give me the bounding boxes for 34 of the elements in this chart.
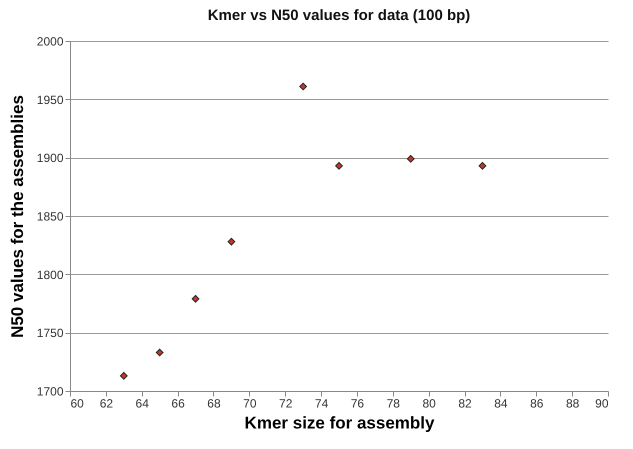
- x-tick-label: 62: [100, 396, 114, 410]
- point: [335, 162, 343, 170]
- x-axis-title: Kmer size for assembly: [244, 414, 436, 432]
- x-tick-label: 88: [566, 396, 580, 410]
- y-tick-label: 1750: [36, 326, 64, 340]
- x-tick-label: 86: [530, 396, 544, 410]
- y-axis-title: N50 values for the assemblies: [8, 95, 27, 338]
- x-tick-label: 80: [422, 396, 436, 410]
- x-tick-label: 74: [314, 396, 329, 410]
- chart-title: Kmer vs N50 values for data (100 bp): [208, 7, 470, 24]
- x-tick-label: 70: [243, 396, 257, 410]
- point: [192, 294, 200, 303]
- point: [299, 82, 307, 90]
- point: [478, 162, 486, 170]
- x-tick-label: 64: [136, 396, 150, 410]
- x-tick-label: 90: [595, 396, 609, 410]
- y-tick-label: 1700: [36, 384, 64, 398]
- point: [156, 348, 164, 356]
- point: [406, 154, 415, 163]
- y-tick-label: 1950: [36, 92, 64, 107]
- point: [120, 372, 128, 380]
- y-tick-label: 1900: [36, 151, 64, 166]
- x-tick-label: 84: [494, 396, 508, 410]
- x-tick-label: 66: [171, 396, 186, 410]
- point: [228, 238, 236, 246]
- x-tick-label: 82: [458, 396, 472, 410]
- y-tick-label: 1800: [36, 268, 64, 282]
- x-tick-label: 76: [350, 396, 364, 410]
- x-tick-label: 72: [279, 396, 293, 410]
- x-tick-label: 68: [207, 396, 221, 410]
- x-tick-label: 78: [386, 396, 400, 410]
- y-tick-label: 1850: [36, 210, 64, 224]
- x-tick-label: 60: [70, 396, 84, 410]
- y-tick-label: 2000: [36, 34, 64, 48]
